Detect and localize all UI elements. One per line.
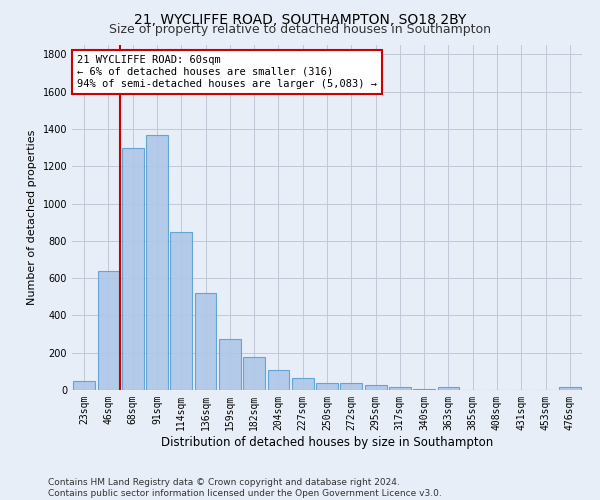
Bar — [413, 389, 435, 390]
Text: Contains HM Land Registry data © Crown copyright and database right 2024.
Contai: Contains HM Land Registry data © Crown c… — [48, 478, 442, 498]
Bar — [146, 134, 168, 390]
Bar — [437, 387, 460, 390]
Bar — [243, 358, 265, 390]
X-axis label: Distribution of detached houses by size in Southampton: Distribution of detached houses by size … — [161, 436, 493, 448]
Text: Size of property relative to detached houses in Southampton: Size of property relative to detached ho… — [109, 22, 491, 36]
Bar — [194, 293, 217, 390]
Bar — [559, 387, 581, 390]
Text: 21, WYCLIFFE ROAD, SOUTHAMPTON, SO18 2BY: 21, WYCLIFFE ROAD, SOUTHAMPTON, SO18 2BY — [134, 12, 466, 26]
Bar — [268, 370, 289, 390]
Bar — [73, 380, 95, 390]
Text: 21 WYCLIFFE ROAD: 60sqm
← 6% of detached houses are smaller (316)
94% of semi-de: 21 WYCLIFFE ROAD: 60sqm ← 6% of detached… — [77, 56, 377, 88]
Bar — [170, 232, 192, 390]
Bar — [340, 383, 362, 390]
Bar — [97, 270, 119, 390]
Y-axis label: Number of detached properties: Number of detached properties — [27, 130, 37, 305]
Bar — [316, 382, 338, 390]
Bar — [365, 385, 386, 390]
Bar — [292, 378, 314, 390]
Bar — [122, 148, 143, 390]
Bar — [389, 386, 411, 390]
Bar — [219, 338, 241, 390]
